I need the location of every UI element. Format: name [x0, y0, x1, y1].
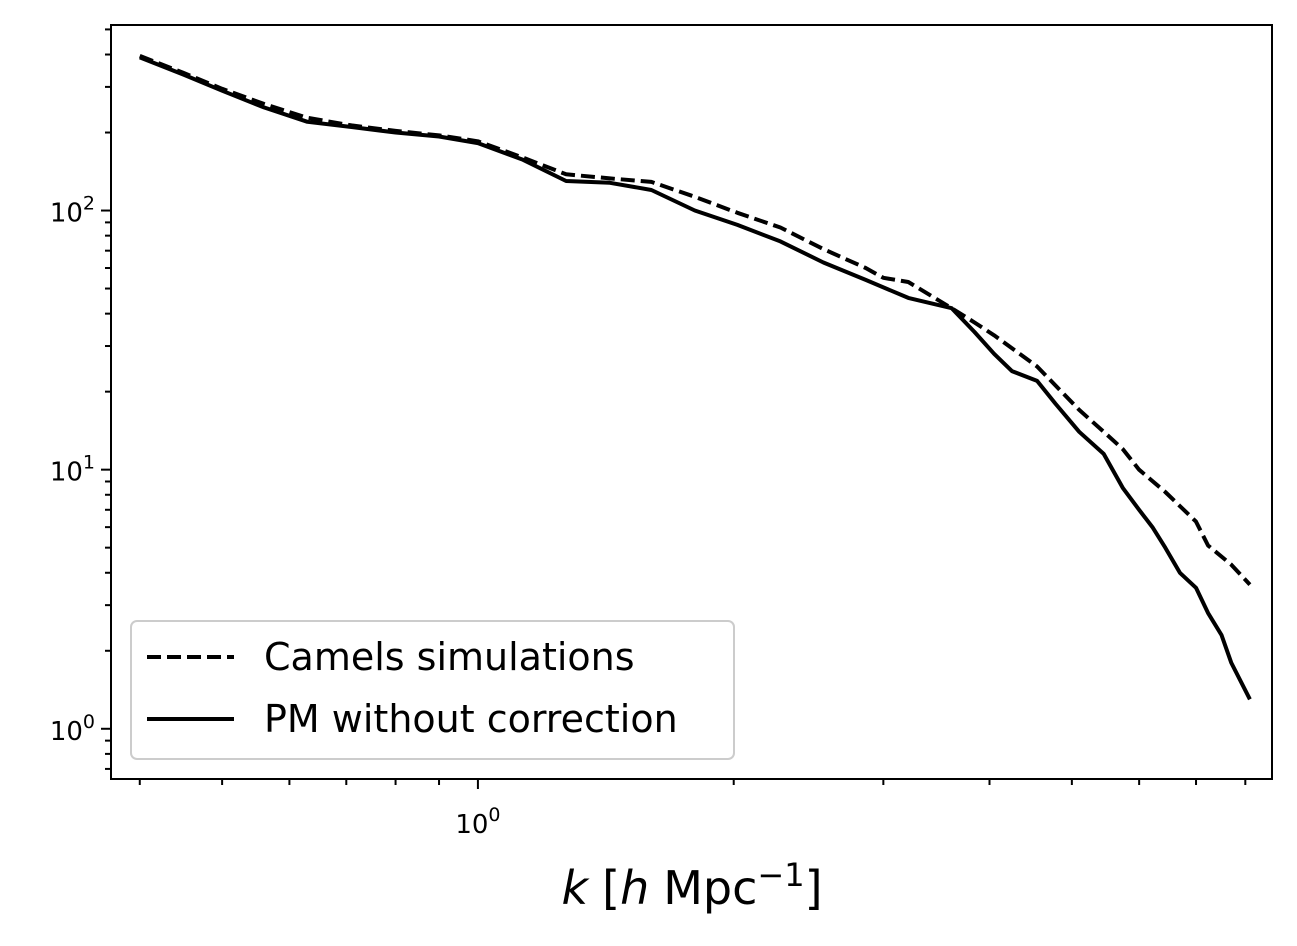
legend-box	[130, 620, 735, 760]
x-axis-title-exponent: −1	[757, 856, 804, 894]
plot-frame	[110, 24, 1273, 780]
x-axis-title-bracket-open: [	[602, 861, 620, 915]
y-tick-label-0: 100	[50, 711, 95, 747]
legend: Camels simulations PM without correction	[130, 620, 735, 760]
tick-label-layer: 100 101 102 100	[50, 193, 501, 840]
x-axis-title: k [h Mpc−1]	[561, 856, 822, 915]
x-axis-title-h: h	[620, 861, 649, 915]
tick-layer	[101, 28, 1247, 789]
y-tick-label-2: 102	[50, 193, 95, 229]
series-layer	[139, 54, 1252, 701]
x-tick-label-0: 100	[455, 804, 500, 840]
legend-label-pm-without-correction: PM without correction	[264, 697, 678, 741]
x-axis-title-unit: Mpc	[663, 861, 757, 915]
y-tick-label-1: 101	[50, 452, 95, 488]
legend-label-camels-simulations: Camels simulations	[264, 635, 635, 679]
x-axis-title-k: k	[561, 861, 590, 915]
x-axis-title-bracket-close: ]	[805, 861, 823, 915]
series-line-pm-without-correction	[139, 55, 1252, 701]
